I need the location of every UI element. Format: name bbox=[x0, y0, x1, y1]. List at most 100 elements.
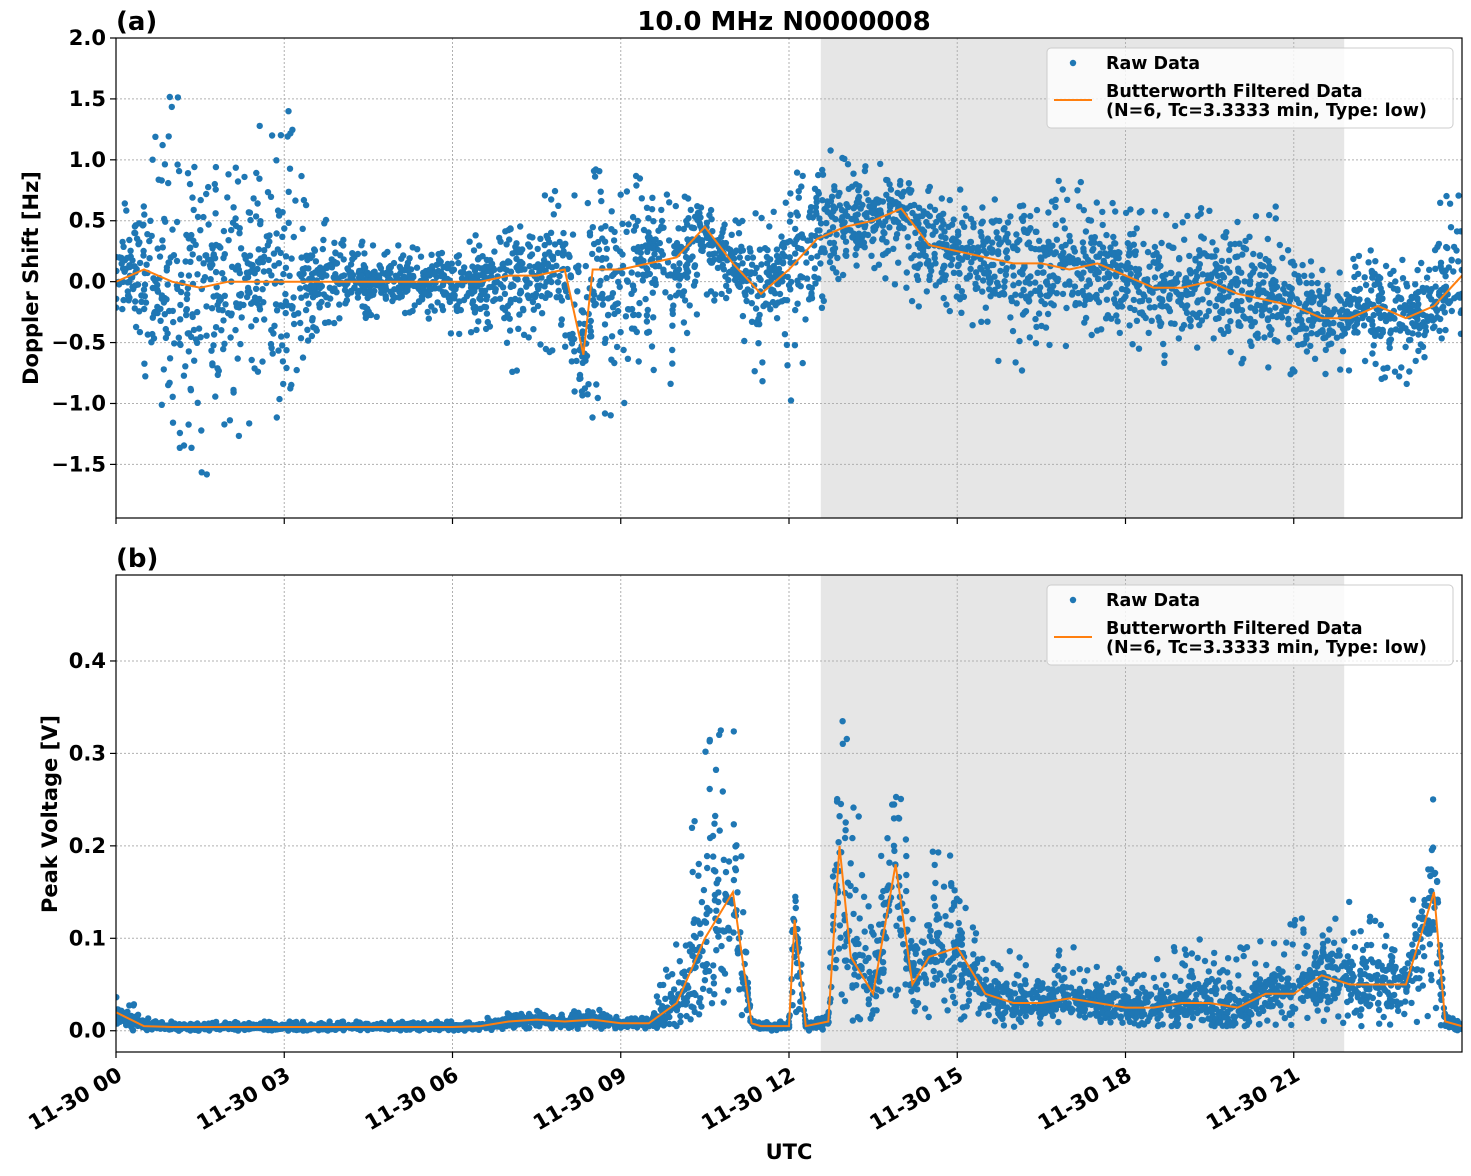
raw-data-point bbox=[1423, 313, 1429, 319]
raw-data-point bbox=[1212, 269, 1218, 275]
raw-data-point bbox=[1439, 305, 1445, 311]
raw-data-point bbox=[704, 865, 710, 871]
raw-data-point bbox=[187, 245, 193, 251]
raw-data-point bbox=[176, 335, 182, 341]
raw-data-point bbox=[1159, 303, 1165, 309]
raw-data-point bbox=[800, 360, 806, 366]
raw-data-point bbox=[197, 334, 203, 340]
raw-data-point bbox=[185, 170, 191, 176]
raw-data-point bbox=[288, 382, 294, 388]
raw-data-point bbox=[741, 338, 747, 344]
raw-data-point bbox=[807, 237, 813, 243]
raw-data-point bbox=[182, 363, 188, 369]
raw-data-point bbox=[156, 177, 162, 183]
raw-data-point bbox=[159, 237, 165, 243]
raw-data-point bbox=[1309, 272, 1315, 278]
raw-data-point bbox=[1002, 278, 1008, 284]
raw-data-point bbox=[670, 311, 676, 317]
raw-data-point bbox=[1074, 187, 1080, 193]
raw-data-point bbox=[772, 272, 778, 278]
raw-data-point bbox=[1448, 224, 1454, 230]
raw-data-point bbox=[123, 207, 129, 213]
raw-data-point bbox=[280, 381, 286, 387]
raw-data-point bbox=[166, 260, 172, 266]
raw-data-point bbox=[903, 285, 909, 291]
raw-data-point bbox=[774, 253, 780, 259]
raw-data-point bbox=[721, 221, 727, 227]
raw-data-point bbox=[754, 321, 760, 327]
raw-data-point bbox=[800, 173, 806, 179]
raw-data-point bbox=[1080, 246, 1086, 252]
raw-data-point bbox=[742, 292, 748, 298]
raw-data-point bbox=[1224, 324, 1230, 330]
raw-data-point bbox=[788, 397, 794, 403]
raw-data-point bbox=[1392, 369, 1398, 375]
raw-data-point bbox=[605, 312, 611, 318]
raw-data-point bbox=[1050, 272, 1056, 278]
raw-data-point bbox=[336, 315, 342, 321]
raw-data-point bbox=[282, 291, 288, 297]
raw-data-point bbox=[137, 260, 143, 266]
raw-data-point bbox=[1021, 213, 1027, 219]
raw-data-point bbox=[582, 385, 588, 391]
raw-data-point bbox=[230, 204, 236, 210]
raw-data-point bbox=[560, 252, 566, 258]
raw-data-point bbox=[184, 291, 190, 297]
raw-data-point bbox=[230, 220, 236, 226]
raw-data-point bbox=[602, 321, 608, 327]
raw-data-point bbox=[1014, 300, 1020, 306]
raw-data-point bbox=[1036, 238, 1042, 244]
raw-data-point bbox=[590, 224, 596, 230]
raw-data-point bbox=[212, 393, 218, 399]
raw-data-point bbox=[927, 184, 933, 190]
raw-data-point bbox=[706, 968, 712, 974]
raw-data-point bbox=[853, 262, 859, 268]
raw-data-point bbox=[1106, 271, 1112, 277]
raw-data-point bbox=[833, 269, 839, 275]
raw-data-point bbox=[1365, 259, 1371, 265]
raw-data-point bbox=[1283, 305, 1289, 311]
raw-data-point bbox=[1063, 305, 1069, 311]
raw-data-point bbox=[178, 272, 184, 278]
raw-data-point bbox=[779, 278, 785, 284]
raw-data-point bbox=[732, 249, 738, 255]
raw-data-point bbox=[677, 958, 683, 964]
raw-data-point bbox=[1076, 203, 1082, 209]
raw-data-point bbox=[827, 259, 833, 265]
raw-data-point bbox=[1267, 307, 1273, 313]
raw-data-point bbox=[1414, 267, 1420, 273]
raw-data-point bbox=[170, 394, 176, 400]
raw-data-point bbox=[1351, 296, 1357, 302]
raw-data-point bbox=[216, 298, 222, 304]
raw-data-point bbox=[947, 197, 953, 203]
raw-data-point bbox=[598, 189, 604, 195]
raw-data-point bbox=[941, 295, 947, 301]
raw-data-point bbox=[1027, 225, 1033, 231]
raw-data-point bbox=[133, 222, 139, 228]
raw-data-point bbox=[183, 312, 189, 318]
raw-data-point bbox=[625, 356, 631, 362]
raw-data-point bbox=[964, 275, 970, 281]
raw-data-point bbox=[711, 980, 717, 986]
raw-data-point bbox=[765, 302, 771, 308]
raw-data-point bbox=[1240, 356, 1246, 362]
raw-data-point bbox=[212, 210, 218, 216]
raw-data-point bbox=[700, 986, 706, 992]
raw-data-point bbox=[203, 191, 209, 197]
raw-data-point bbox=[932, 207, 938, 213]
raw-data-point bbox=[202, 274, 208, 280]
raw-data-point bbox=[1442, 327, 1448, 333]
raw-data-point bbox=[157, 306, 163, 312]
raw-data-point bbox=[221, 341, 227, 347]
raw-data-point bbox=[185, 421, 191, 427]
raw-data-point bbox=[710, 974, 716, 980]
raw-data-point bbox=[1319, 296, 1325, 302]
raw-data-point bbox=[1110, 234, 1116, 240]
raw-data-point bbox=[856, 194, 862, 200]
raw-data-point bbox=[416, 298, 422, 304]
raw-data-point bbox=[1211, 335, 1217, 341]
raw-data-point bbox=[297, 320, 303, 326]
raw-data-point bbox=[545, 235, 551, 241]
raw-data-point bbox=[542, 192, 548, 198]
raw-data-point bbox=[695, 917, 701, 923]
